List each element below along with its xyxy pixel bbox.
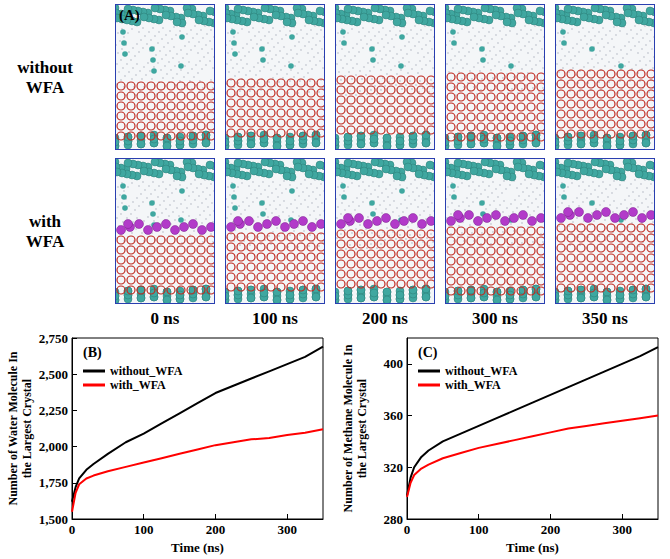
svg-text:without_WFA: without_WFA [110, 364, 183, 378]
svg-text:200 ns: 200 ns [362, 309, 408, 328]
svg-text:1,500: 1,500 [39, 512, 68, 527]
svg-text:320: 320 [384, 460, 404, 475]
svg-text:0: 0 [404, 522, 411, 537]
svg-text:2,500: 2,500 [39, 367, 68, 382]
svg-text:(C): (C) [418, 345, 438, 361]
svg-text:0 ns: 0 ns [151, 309, 180, 328]
svg-text:the Largest Crystal: the Largest Crystal [20, 378, 34, 478]
svg-text:with: with [29, 212, 62, 231]
svg-text:with_WFA: with_WFA [110, 378, 166, 392]
svg-text:300: 300 [277, 522, 297, 537]
svg-text:100: 100 [134, 522, 154, 537]
svg-text:Number of Water Molecule In: Number of Water Molecule In [6, 351, 20, 505]
svg-text:2,250: 2,250 [39, 403, 68, 418]
svg-text:Time (ns): Time (ns) [171, 540, 224, 555]
svg-text:the Largest Crystal: the Largest Crystal [355, 378, 369, 478]
svg-text:350 ns: 350 ns [582, 309, 628, 328]
svg-text:300 ns: 300 ns [472, 309, 518, 328]
svg-text:400: 400 [384, 356, 404, 371]
svg-text:WFA: WFA [26, 232, 65, 251]
svg-text:(B): (B) [83, 345, 102, 361]
svg-text:WFA: WFA [26, 78, 65, 97]
svg-text:200: 200 [206, 522, 226, 537]
svg-text:360: 360 [384, 408, 404, 423]
svg-text:200: 200 [541, 522, 561, 537]
svg-text:2,000: 2,000 [39, 439, 68, 454]
svg-text:100: 100 [469, 522, 489, 537]
svg-text:Time (ns): Time (ns) [506, 540, 559, 555]
svg-text:with_WFA: with_WFA [445, 378, 501, 392]
svg-text:(A): (A) [119, 7, 140, 24]
svg-text:0: 0 [69, 522, 76, 537]
svg-text:without: without [17, 58, 73, 77]
svg-text:1,750: 1,750 [39, 475, 68, 490]
svg-text:Number of Methane Molecule In: Number of Methane Molecule In [341, 344, 355, 512]
svg-text:2,750: 2,750 [39, 331, 68, 346]
svg-text:without_WFA: without_WFA [445, 364, 518, 378]
svg-text:100 ns: 100 ns [252, 309, 298, 328]
svg-text:300: 300 [612, 522, 632, 537]
svg-text:280: 280 [384, 512, 404, 527]
